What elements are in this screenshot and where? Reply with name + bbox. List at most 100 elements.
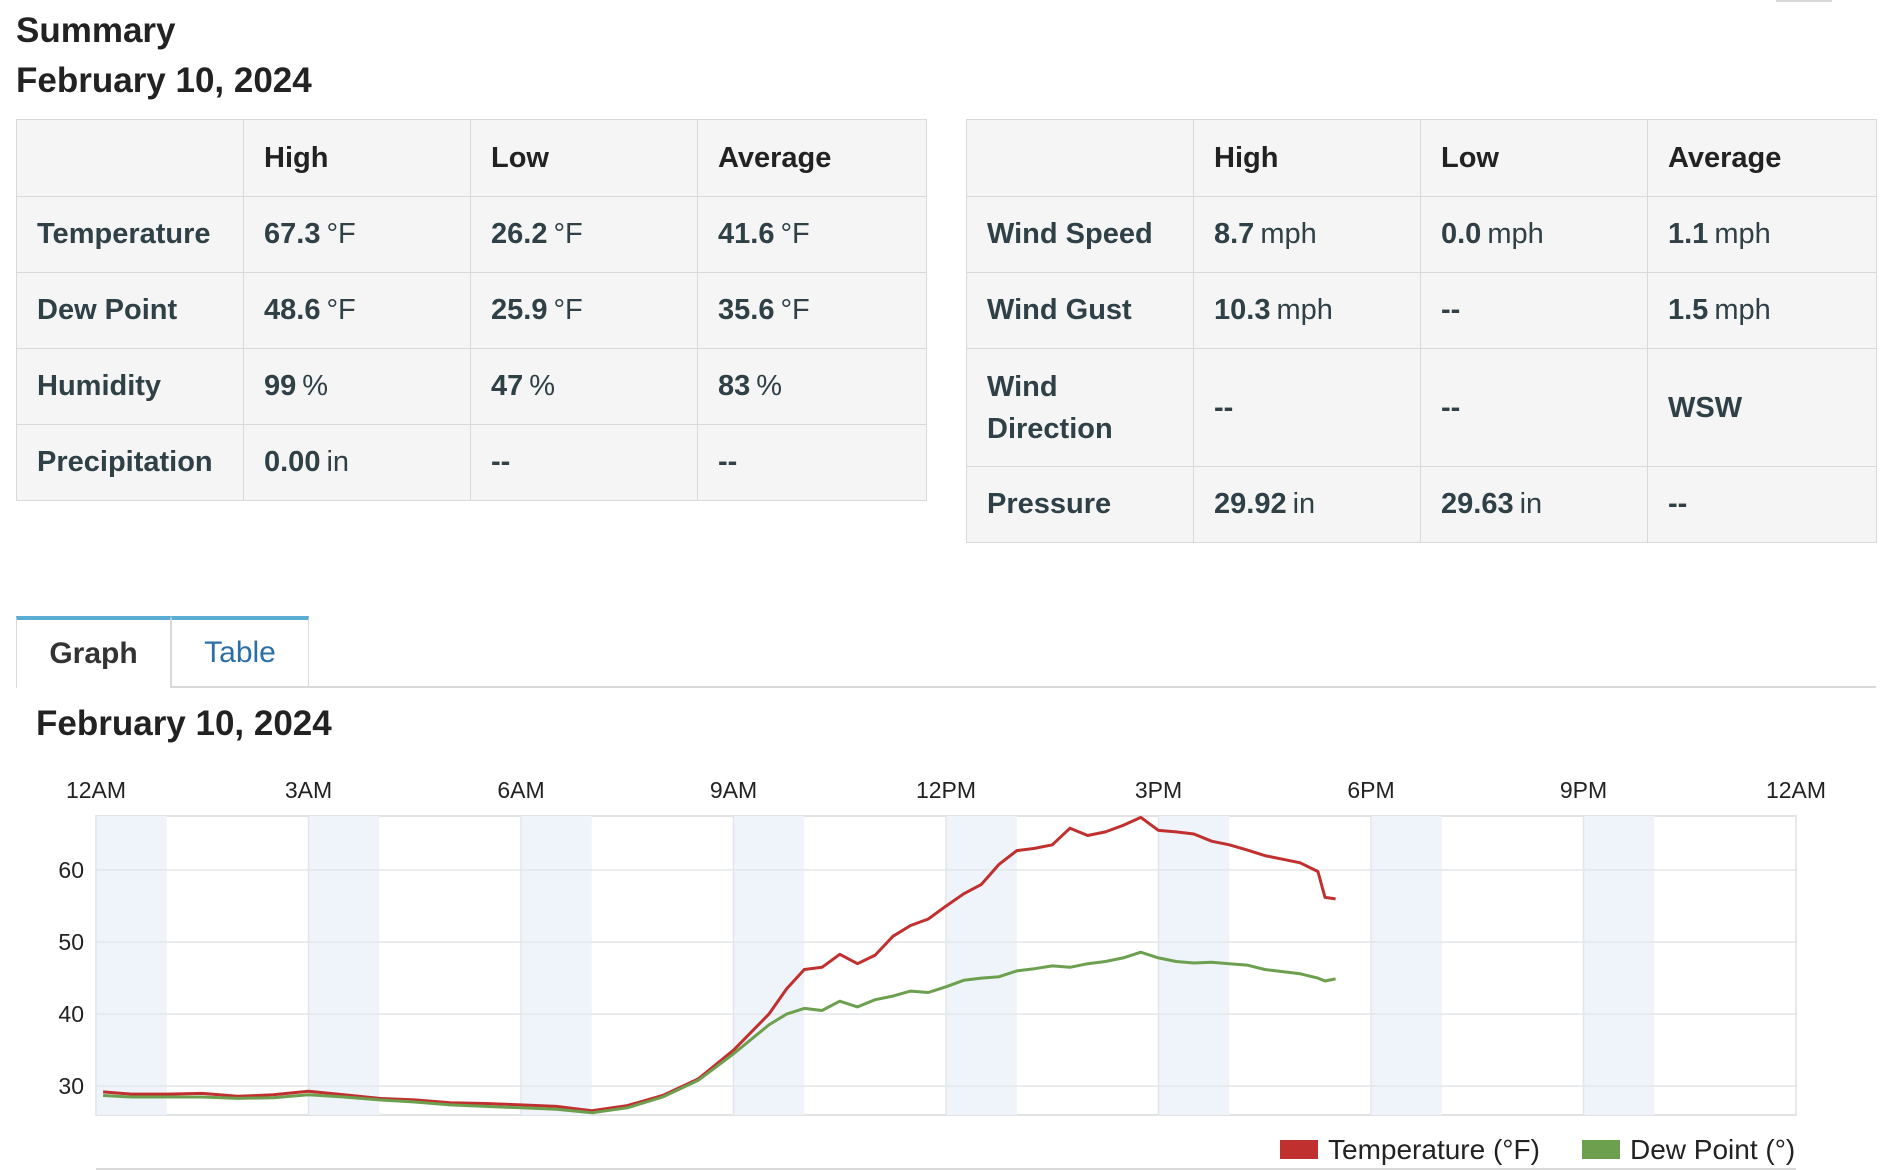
value: 99 [264,370,297,402]
value: 35.6 [718,294,775,326]
unit: % [302,370,329,402]
unit: °F [553,218,583,250]
cell-average: 35.6 °F [697,272,927,349]
x-tick-label: 9AM [710,777,757,803]
x-tick-label: 3AM [285,777,332,803]
shaded-band [946,816,1017,1115]
temperature-summary-table: High Low Average Temperature 67.3 °F 26.2… [16,119,927,501]
value: 83 [718,370,751,402]
cell-average: WSW [1647,348,1877,467]
row-label: Precipitation [16,424,244,501]
row-label: Wind Speed [966,196,1194,273]
legend-label: Temperature (°F) [1328,1134,1540,1165]
table-row: Temperature 67.3 °F 26.2 °F 41.6 °F [16,196,927,273]
weather-chart: 30 40 50 60 12AM 3AM 6AM 9AM 12PM 3PM 6PM 9PM 12AM Te… [58,777,1826,1170]
shaded-band [96,816,167,1115]
value: -- [1441,391,1461,424]
cell-low: -- [1420,272,1648,349]
table-row: Dew Point 48.6 °F 25.9 °F 35.6 °F [16,272,927,349]
series-line-dew-point [103,950,1336,1115]
shaded-band [1158,816,1230,1115]
cell-low: -- [470,424,698,501]
wind-summary-table: High Low Average Wind Speed 8.7 mph 0.0 mp… [966,119,1877,543]
header-cell-average: Average [697,119,927,197]
header-cell-high: High [1193,119,1421,197]
shaded-band [733,816,805,1115]
view-tabs: Graph Table [16,616,1876,688]
value: 10.3 [1214,294,1271,326]
x-tick-label: 12PM [916,777,976,803]
unit: mph [1487,218,1544,250]
cell-average: 83% [697,348,927,425]
unit: mph [1276,294,1333,326]
cell-average: -- [1647,466,1877,543]
cell-high: 99% [243,348,471,425]
value: -- [491,446,511,478]
header-cell-low: Low [1420,119,1648,197]
unit: mph [1714,218,1771,250]
row-label: Temperature [16,196,244,273]
legend-swatch [1582,1140,1620,1159]
value: 1.5 [1668,294,1709,326]
value: 67.3 [264,218,321,250]
unit: % [756,370,783,402]
cell-high: -- [1193,348,1421,467]
tab-table[interactable]: Table [171,616,309,686]
unit: °F [780,294,810,326]
graph-title: February 10, 2024 [36,704,332,743]
row-label: Humidity [16,348,244,425]
value: 0.00 [264,446,321,478]
cell-high: 8.7 mph [1193,196,1421,273]
unit: °F [326,294,356,326]
value: 29.63 [1441,488,1514,520]
shaded-band [521,816,592,1115]
value: -- [1214,391,1234,424]
y-tick-label: 50 [58,929,84,955]
unit: °F [326,218,356,250]
cell-high: 67.3 °F [243,196,471,273]
value: 48.6 [264,294,321,326]
row-label: Wind Gust [966,272,1194,349]
unit: mph [1260,218,1317,250]
cell-high: 0.00 in [243,424,471,501]
legend-swatch [1280,1140,1318,1159]
cell-low: 0.0 mph [1420,196,1648,273]
unit: in [1292,488,1316,520]
shaded-band [1583,816,1655,1115]
legend-label: Dew Point (°) [1630,1134,1795,1165]
row-label: Pressure [966,466,1194,543]
table-header-row: High Low Average [16,119,927,197]
table-row: Wind Direction -- -- WSW [966,348,1877,467]
unit: % [529,370,556,402]
table-header-row: High Low Average [966,119,1877,197]
table-row: Humidity 99% 47% 83% [16,348,927,425]
header-cell-high: High [243,119,471,197]
y-tick-label: 30 [58,1073,84,1099]
header-cell [16,119,244,197]
value: 47 [491,370,524,402]
y-tick-label: 60 [58,857,84,883]
cell-high: 29.92 in [1193,466,1421,543]
header-cell [966,119,1194,197]
cell-average: 1.5 mph [1647,272,1877,349]
unit: in [1519,488,1543,520]
unit: mph [1714,294,1771,326]
table-row: Wind Gust 10.3 mph -- 1.5 mph [966,272,1877,349]
unit: in [326,446,350,478]
cell-high: 48.6 °F [243,272,471,349]
value: 26.2 [491,218,548,250]
summary-title: Summary [16,11,176,50]
value: -- [718,446,738,478]
cell-low: -- [1420,348,1648,467]
x-tick-label: 9PM [1560,777,1607,803]
x-tick-label: 12AM [66,777,126,803]
tab-graph[interactable]: Graph [16,616,171,688]
row-label: Wind Direction [966,348,1194,467]
cell-low: 25.9 °F [470,272,698,349]
summary-header: Summary February 10, 2024 [16,6,312,106]
value: WSW [1668,391,1743,424]
shaded-band [308,816,380,1115]
series-line-temperature [102,815,1336,1113]
value: 25.9 [491,294,548,326]
table-row: Wind Speed 8.7 mph 0.0 mph 1.1 mph [966,196,1877,273]
